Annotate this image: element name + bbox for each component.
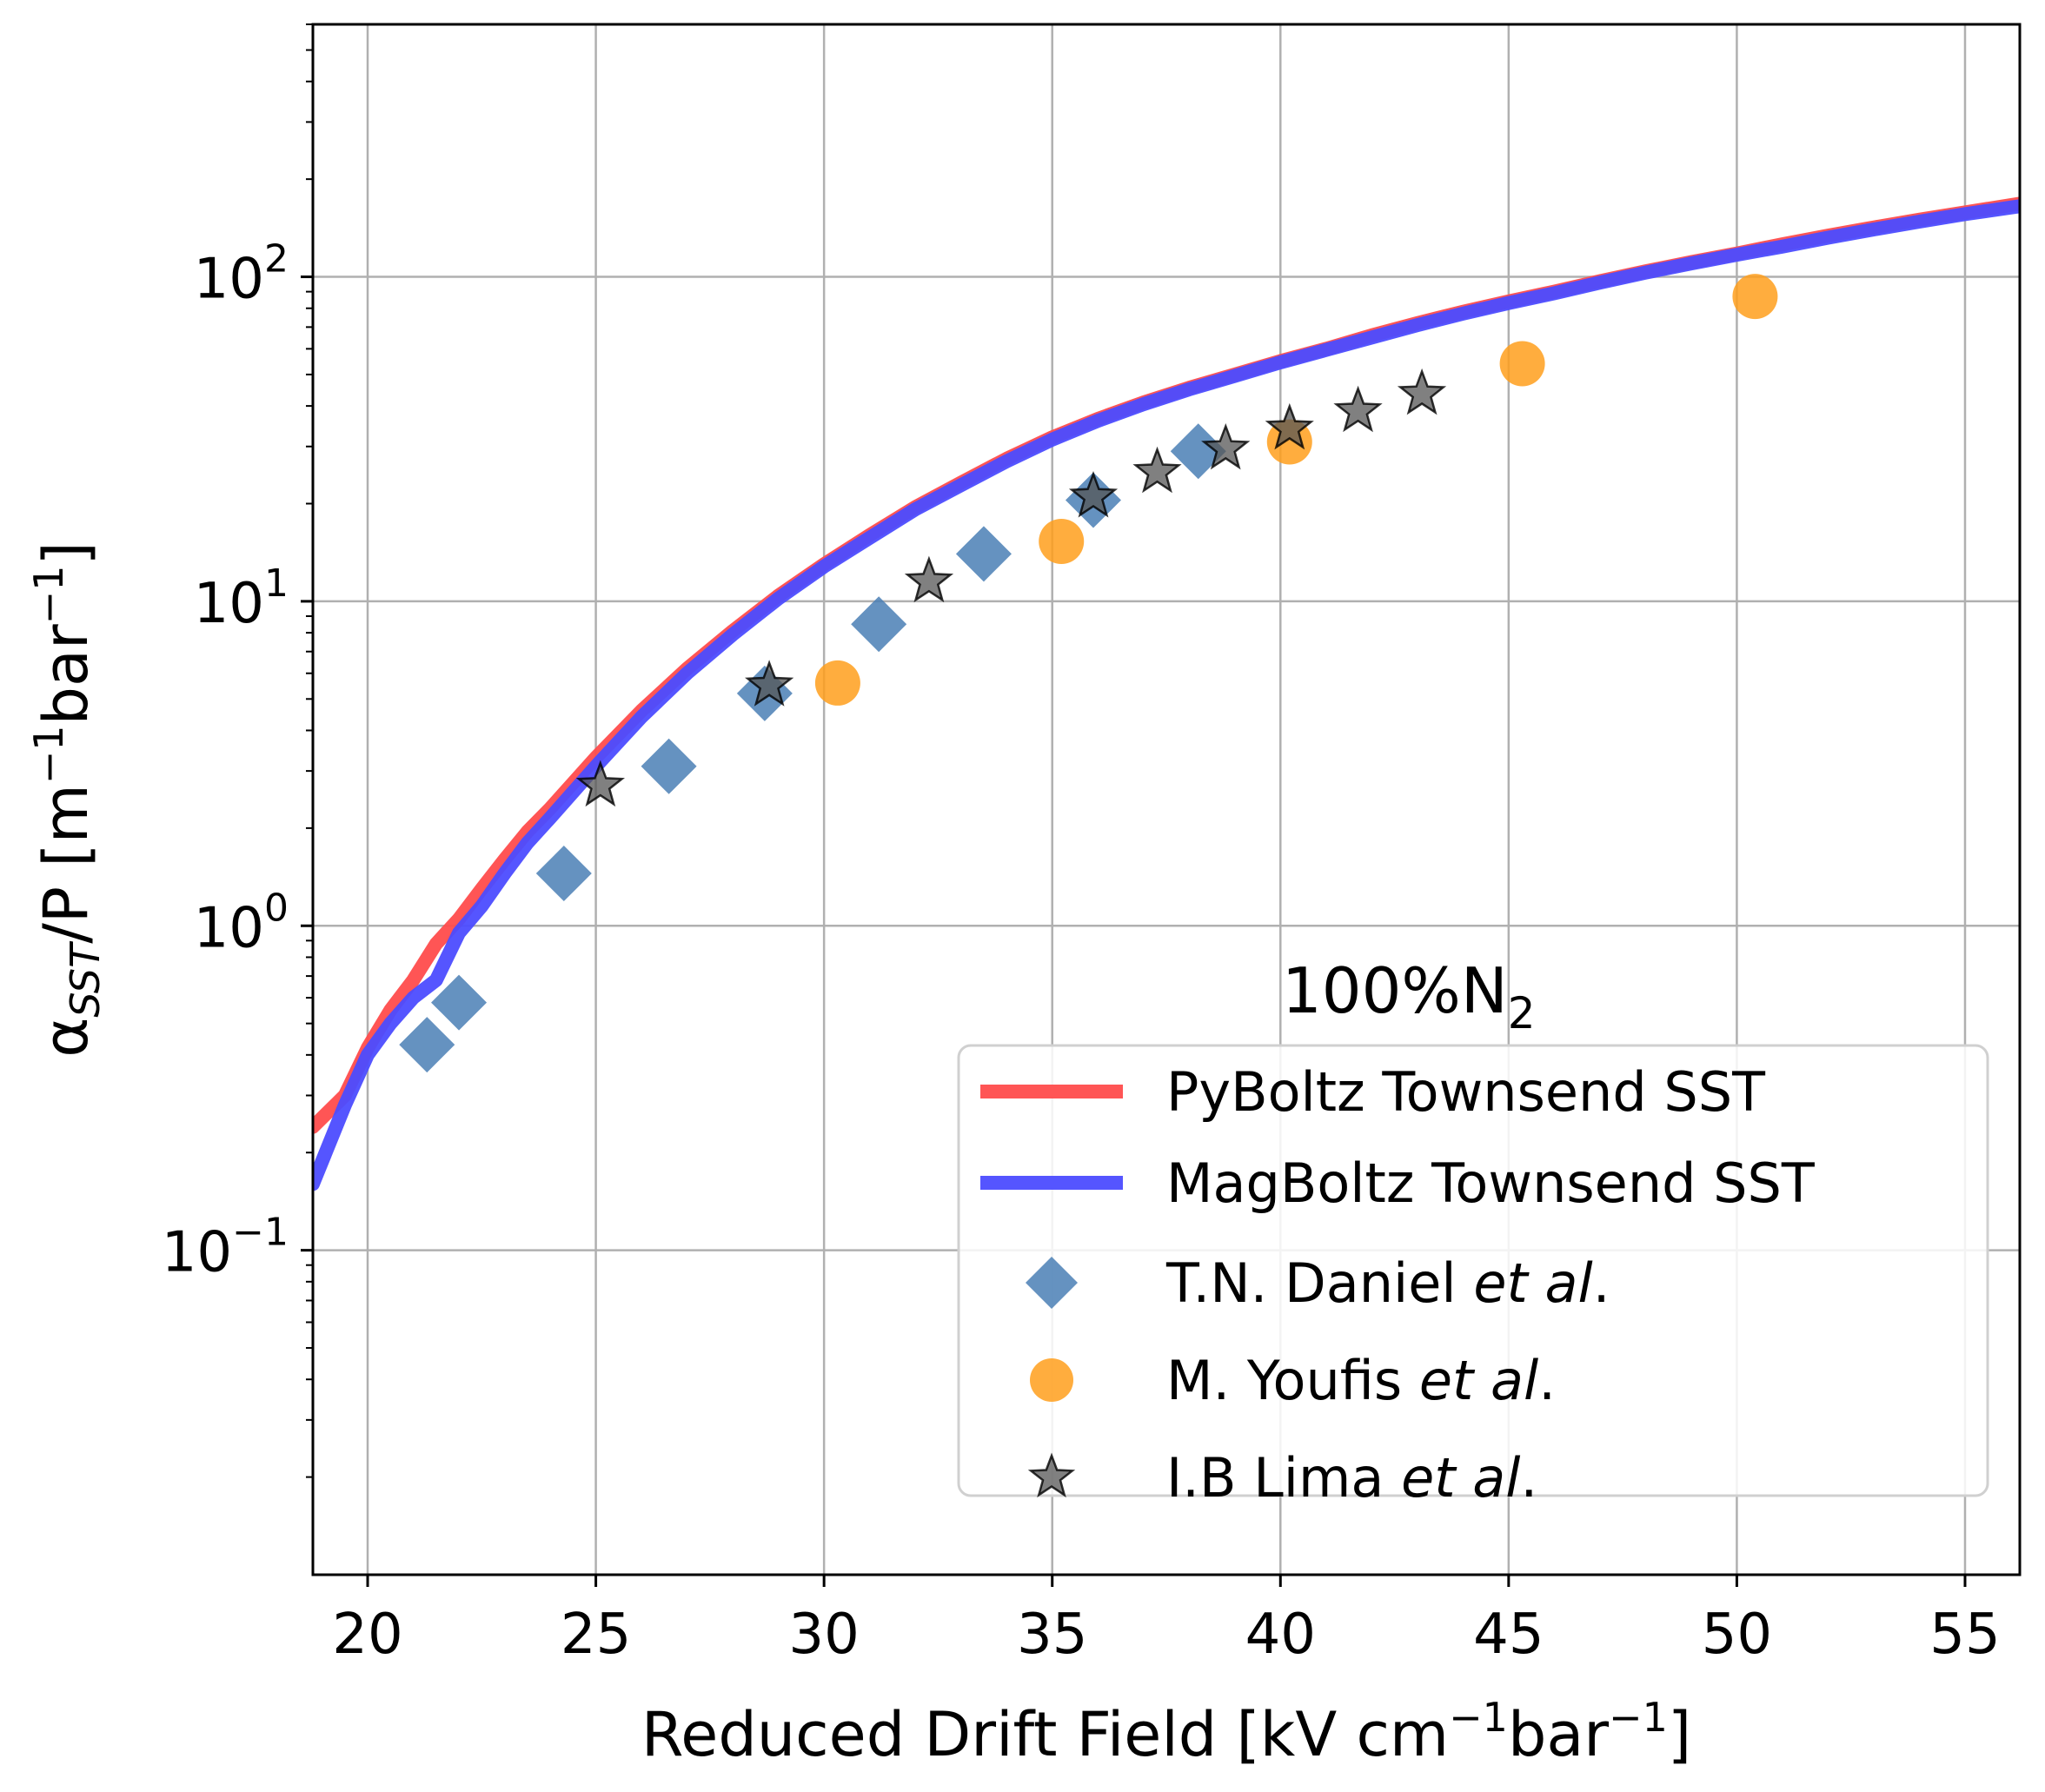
data-point-star <box>1397 368 1447 415</box>
data-point-star <box>575 760 626 807</box>
plot-frame <box>311 23 2022 1576</box>
data-point-circle <box>814 660 860 706</box>
x-tick-label: 40 <box>1245 1603 1316 1667</box>
y-tick-label: 10−1 <box>162 1211 289 1285</box>
x-axis-label: Reduced Drift Field [kV cm−1bar−1] <box>641 1694 1691 1770</box>
x-tick-label: 55 <box>1929 1603 2000 1667</box>
x-tick-label: 30 <box>788 1603 859 1667</box>
data-point-diamond <box>431 974 488 1031</box>
y-axis: 10−1 100 101 102 <box>162 237 313 1285</box>
x-axis: 20 25 30 35 40 45 50 55 <box>332 1575 2001 1667</box>
legend-label-m-youfis-et-al: M. Youfis et al. <box>1166 1349 1556 1412</box>
mixture-annotation: 100%N2 <box>1282 954 1536 1039</box>
data-point-diamond <box>535 846 592 902</box>
data-point-circle <box>1499 341 1545 387</box>
data-point-star <box>1132 446 1182 494</box>
x-tick-label: 45 <box>1473 1603 1544 1667</box>
data-point-star <box>1265 402 1314 450</box>
data-point-diamond <box>955 526 1012 582</box>
series <box>313 196 2020 1191</box>
series-points-m-youfis-et-al <box>814 274 1778 706</box>
legend-box <box>957 1044 1989 1497</box>
legend-label-t-n-daniel-et-al: T.N. Daniel et al. <box>1165 1251 1610 1315</box>
legend-label-magboltz-townsend-sst: MagBoltz Townsend SST <box>1166 1152 1816 1215</box>
data-point-star <box>1201 422 1251 470</box>
data-point-circle <box>1732 274 1778 320</box>
legend-label-i-b-lima-et-al: I.B Lima et al. <box>1166 1446 1537 1510</box>
y-axis-label: αSST/P [m−1bar−1] <box>25 541 109 1058</box>
data-point-star <box>1333 385 1383 433</box>
data-point-star <box>1068 471 1119 518</box>
x-tick-label: 50 <box>1702 1603 1772 1667</box>
x-tick-label: 20 <box>332 1603 402 1667</box>
y-tick-label: 101 <box>194 561 289 636</box>
data-point-circle <box>1039 518 1085 564</box>
series-line-magboltz-townsend-sst <box>313 199 2020 1191</box>
legend-swatch-i-b-lima-et-al <box>1027 1452 1076 1498</box>
legend-swatch-m-youfis-et-al <box>1030 1358 1073 1402</box>
data-point-star <box>745 660 794 707</box>
legend-label-pyboltz-townsend-sst: PyBoltz Townsend SST <box>1166 1060 1766 1124</box>
x-tick-label: 25 <box>561 1603 631 1667</box>
data-point-diamond <box>641 738 697 794</box>
legend-swatch-t-n-daniel-et-al <box>1026 1257 1078 1309</box>
y-tick-label: 100 <box>194 886 289 960</box>
series-points-i-b-lima-et-al <box>575 368 1447 807</box>
x-tick-label: 35 <box>1017 1603 1087 1667</box>
y-tick-label: 102 <box>194 237 289 312</box>
data-point-diamond <box>851 596 907 653</box>
data-point-star <box>904 555 954 603</box>
legend: PyBoltz Townsend SST MagBoltz Townsend SS… <box>957 1044 1989 1510</box>
data-point-diamond <box>399 1017 455 1073</box>
